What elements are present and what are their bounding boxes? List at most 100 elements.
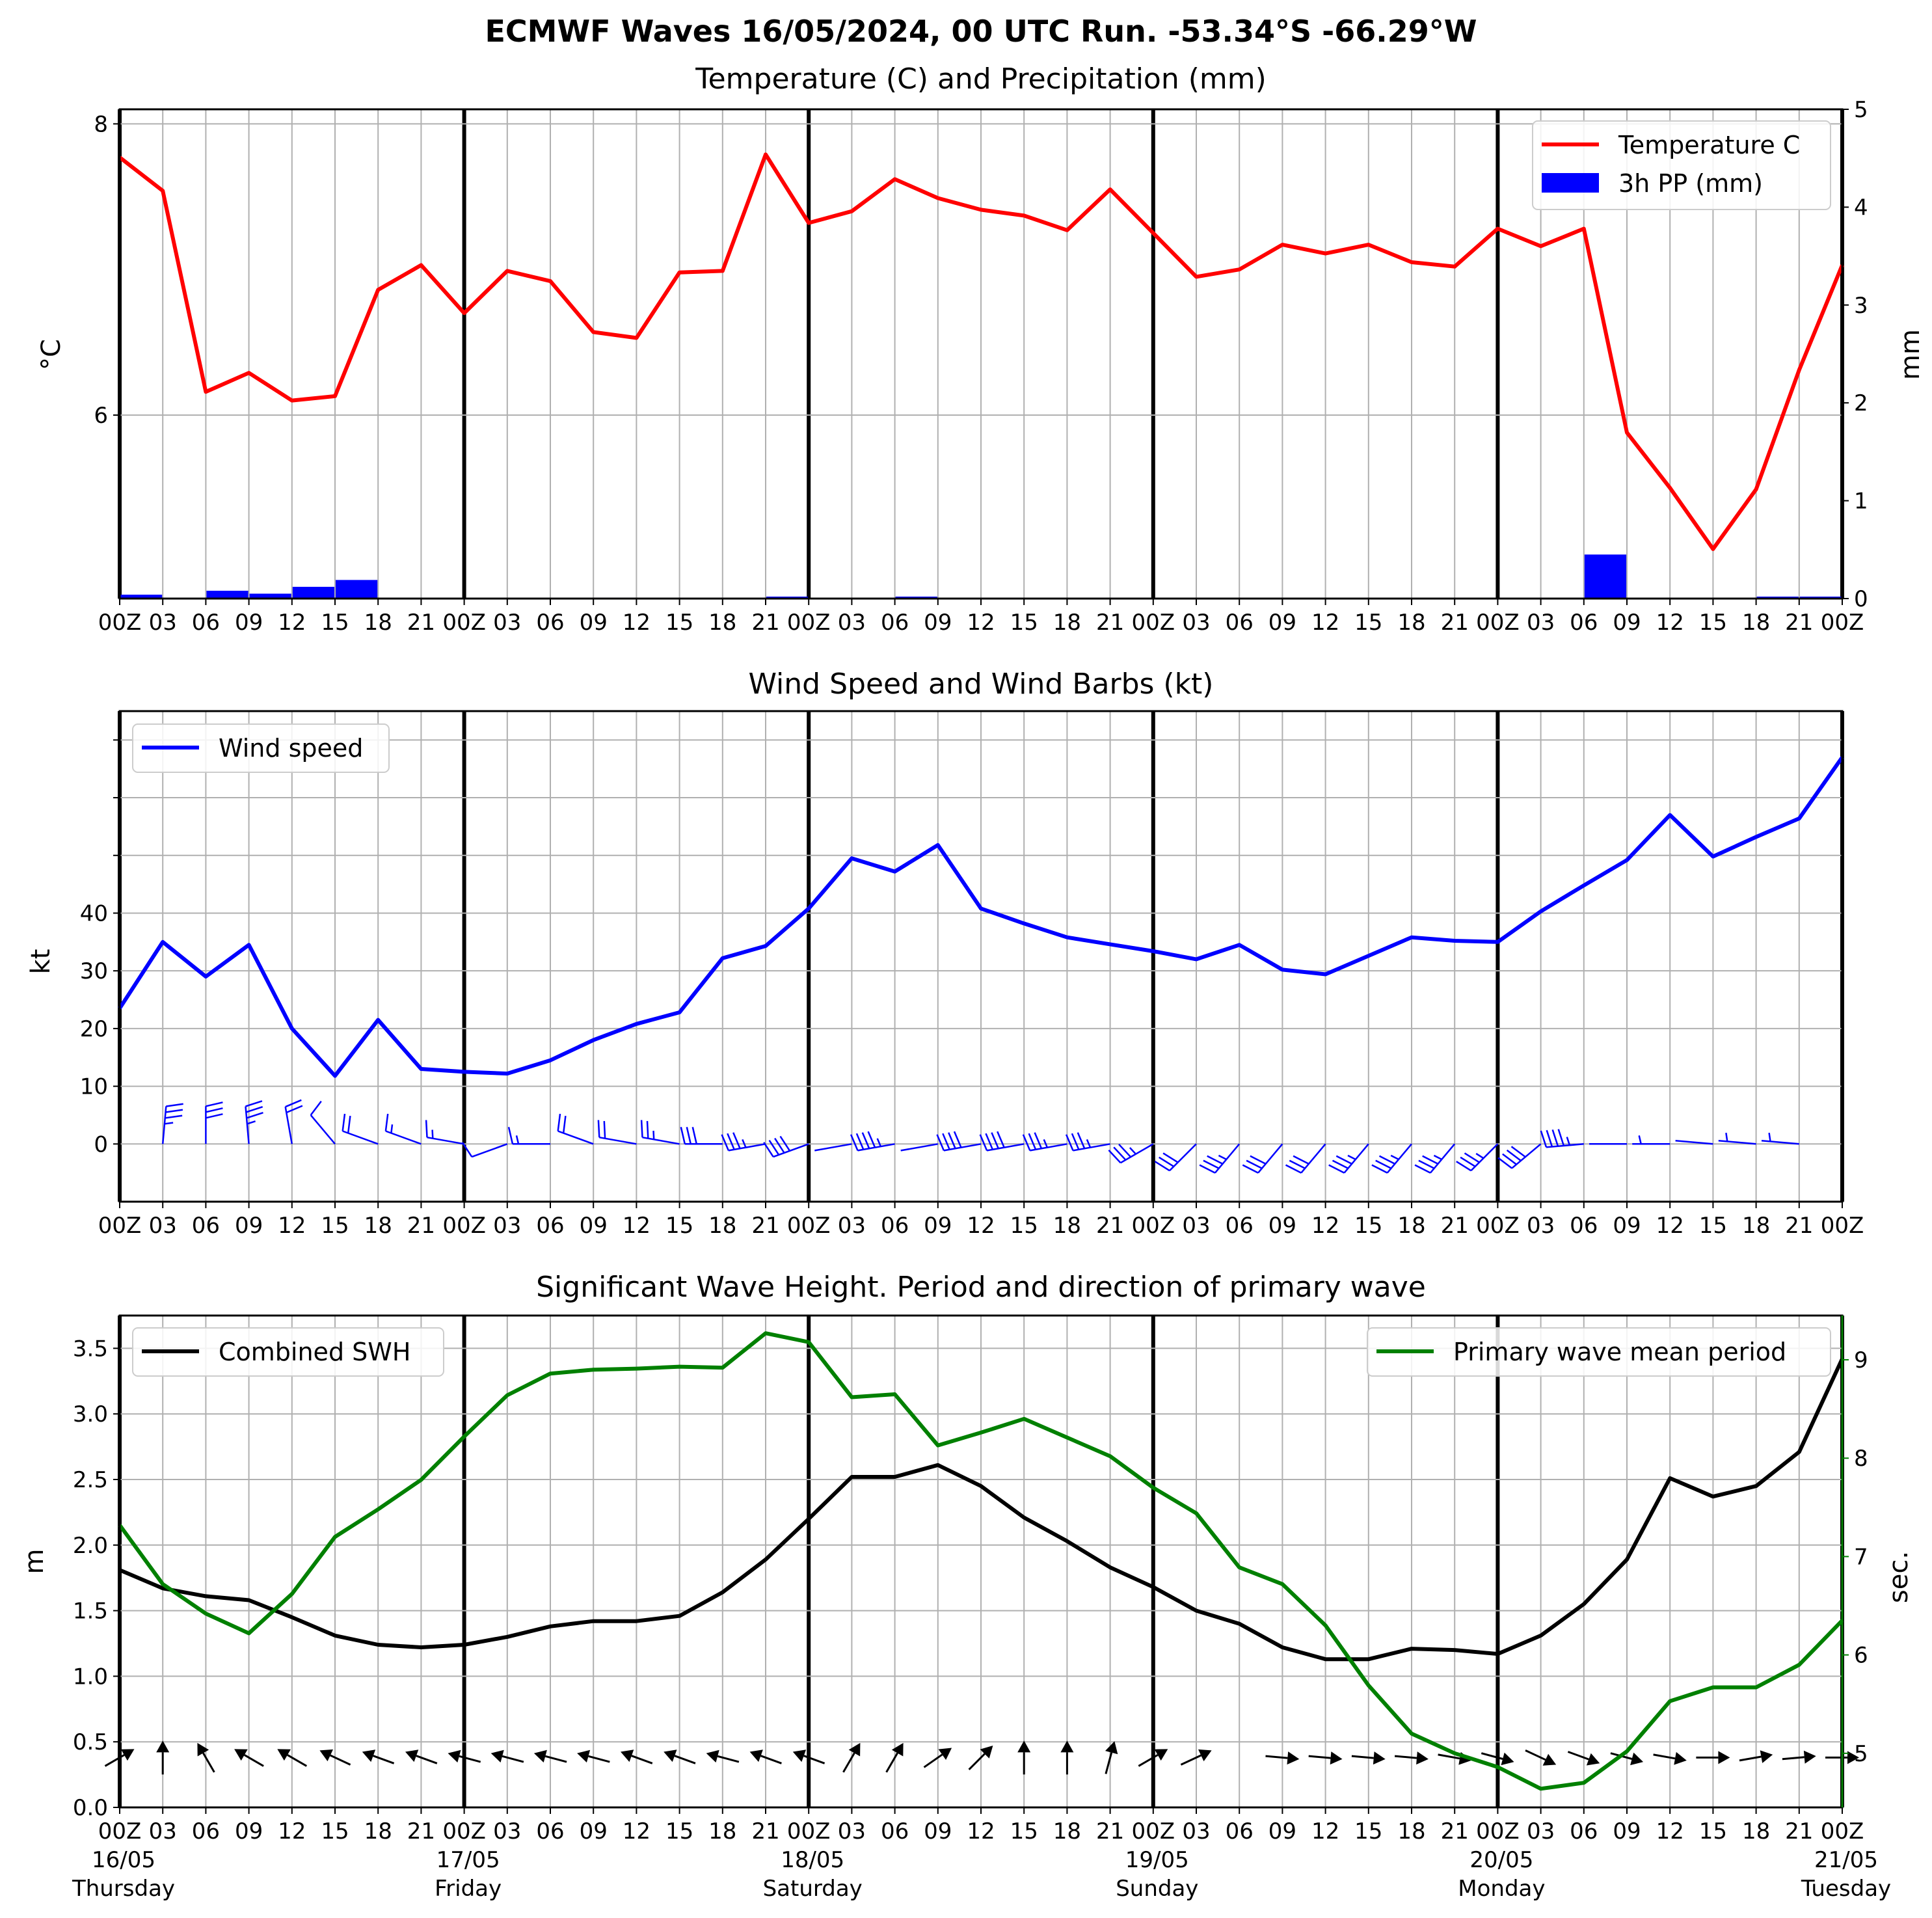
wind-barb (1065, 1132, 1110, 1152)
wave-direction-head (319, 1749, 333, 1762)
x-tick-label: 03 (1182, 610, 1210, 636)
x-tick-label: 18 (1053, 610, 1081, 636)
wave-direction-head (891, 1742, 904, 1757)
precip-y-label: mm (1896, 329, 1925, 380)
temperature-panel-title: Temperature (C) and Precipitation (mm) (695, 62, 1267, 96)
y-tick-label: 40 (80, 900, 108, 926)
x-tick-label: 18 (708, 610, 736, 636)
wind-barb (1108, 1143, 1154, 1164)
y-tick-label: 3.0 (73, 1401, 108, 1427)
y-tick-label: 6 (94, 403, 108, 429)
x-tick-label: 00Z (1132, 1818, 1175, 1844)
wave-direction-head (362, 1749, 376, 1763)
wave-direction-head (1630, 1752, 1644, 1766)
wind-barb (1718, 1133, 1756, 1145)
wave-direction-head (490, 1749, 504, 1763)
precip-bar (249, 593, 291, 599)
swh-legend: Combined SWH (132, 1327, 444, 1377)
y-tick-label: 9 (1854, 1347, 1868, 1373)
wave-direction-head (533, 1749, 547, 1763)
swh-y-label: m (20, 1549, 49, 1574)
wave-grid (118, 1316, 1844, 1808)
precip-bar (336, 580, 378, 599)
x-tick-label: 09 (1613, 1818, 1641, 1844)
x-tick-label: 03 (1527, 610, 1555, 636)
wind-barb (763, 1135, 809, 1158)
legend-precip-label: 3h PP (mm) (1618, 169, 1763, 198)
x-tick-label: 18 (1053, 1818, 1081, 1844)
x-tick-label: 00Z (787, 610, 831, 636)
wave-day-labels: 16/05 Thursday 17/05 Friday 18/05 Saturday 19/… (72, 1847, 1891, 1902)
x-tick-label: 12 (1311, 1818, 1339, 1844)
x-tick-label: 00Z (442, 1818, 486, 1844)
y-tick-label: 1.5 (73, 1599, 108, 1625)
x-tick-label: 15 (665, 1818, 693, 1844)
x-tick-label: 09 (235, 1818, 263, 1844)
x-tick-label: 09 (1613, 610, 1641, 636)
y-tick-label: 8 (1854, 1446, 1868, 1472)
wind-x-ticks: 00Z 03 06 09 12 15 18 21 00Z 03 06 09 12 15 18 21 00Z 03 0… (98, 1202, 1864, 1239)
x-tick-label: 21 (407, 1818, 435, 1844)
wave-direction-shaft (243, 1754, 264, 1767)
wind-panel: Wind Speed and Wind Barbs (kt) 00Z 03 06 09… (26, 668, 1864, 1239)
x-tick-label: 12 (278, 1213, 306, 1239)
x-tick-label: 21 (1785, 610, 1813, 636)
y-tick-label: 2.5 (73, 1467, 108, 1493)
y-tick-label: 6 (1854, 1643, 1868, 1669)
temperature-line (118, 152, 1844, 551)
y-tick-label: 3.5 (73, 1336, 108, 1362)
x-tick-label: 06 (536, 1818, 564, 1844)
wind-barb (425, 1120, 464, 1145)
wind-barb (284, 1099, 303, 1144)
x-tick-label: 21 (407, 610, 435, 636)
x-tick-label: 09 (1268, 610, 1296, 636)
wave-direction-shaft (1105, 1752, 1113, 1774)
wave-direction-head (792, 1749, 807, 1763)
x-tick-label: 12 (623, 1818, 651, 1844)
wave-direction-head (1501, 1752, 1514, 1766)
wind-barb (814, 1143, 852, 1152)
x-tick-label: 21 (1096, 610, 1124, 636)
temperature-y-ticks: 68 (94, 111, 120, 429)
day-name-label: Sunday (1116, 1876, 1198, 1902)
day-date-label: 20/05 (1469, 1847, 1533, 1873)
x-tick-label: 18 (1397, 1818, 1425, 1844)
x-tick-label: 12 (623, 610, 651, 636)
x-tick-label: 18 (708, 1818, 736, 1844)
x-tick-label: 00Z (787, 1818, 831, 1844)
x-tick-label: 21 (751, 1213, 779, 1239)
x-tick-label: 09 (1268, 1213, 1296, 1239)
x-tick-label: 12 (278, 1818, 306, 1844)
wave-direction-shaft (1525, 1749, 1546, 1761)
wind-barb (342, 1113, 379, 1145)
wind-barb (1632, 1135, 1670, 1145)
x-tick-label: 06 (536, 610, 564, 636)
x-tick-label: 03 (1527, 1818, 1555, 1844)
wave-direction-head (1287, 1751, 1300, 1765)
wave-direction-shaft (416, 1755, 438, 1764)
x-tick-label: 09 (1268, 1818, 1296, 1844)
x-tick-label: 00Z (1476, 1818, 1520, 1844)
precip-bar (206, 590, 248, 599)
wind-barb (1022, 1132, 1067, 1152)
y-tick-label: 0.0 (73, 1795, 108, 1821)
wind-barb (597, 1120, 637, 1145)
legend-temperature-label: Temperature C (1618, 131, 1800, 159)
x-tick-label: 00Z (1132, 610, 1175, 636)
wave-direction-shaft (674, 1755, 696, 1764)
wave-direction-head (277, 1749, 291, 1761)
x-tick-label: 15 (1354, 610, 1382, 636)
wave-direction-shaft (1394, 1755, 1417, 1759)
wave-direction-head (1542, 1753, 1557, 1766)
x-tick-label: 18 (1742, 1213, 1770, 1239)
wave-panel-title: Significant Wave Height. Period and dire… (536, 1271, 1426, 1304)
x-tick-label: 12 (1311, 610, 1339, 636)
x-tick-label: 15 (321, 1818, 349, 1844)
x-tick-label: 12 (967, 610, 995, 636)
y-tick-label: 0.5 (73, 1729, 108, 1755)
x-tick-label: 00Z (787, 1213, 831, 1239)
y-tick-label: 0 (1854, 586, 1868, 612)
x-tick-label: 12 (1656, 1818, 1684, 1844)
day-date-label: 19/05 (1125, 1847, 1189, 1873)
x-tick-label: 15 (665, 610, 693, 636)
